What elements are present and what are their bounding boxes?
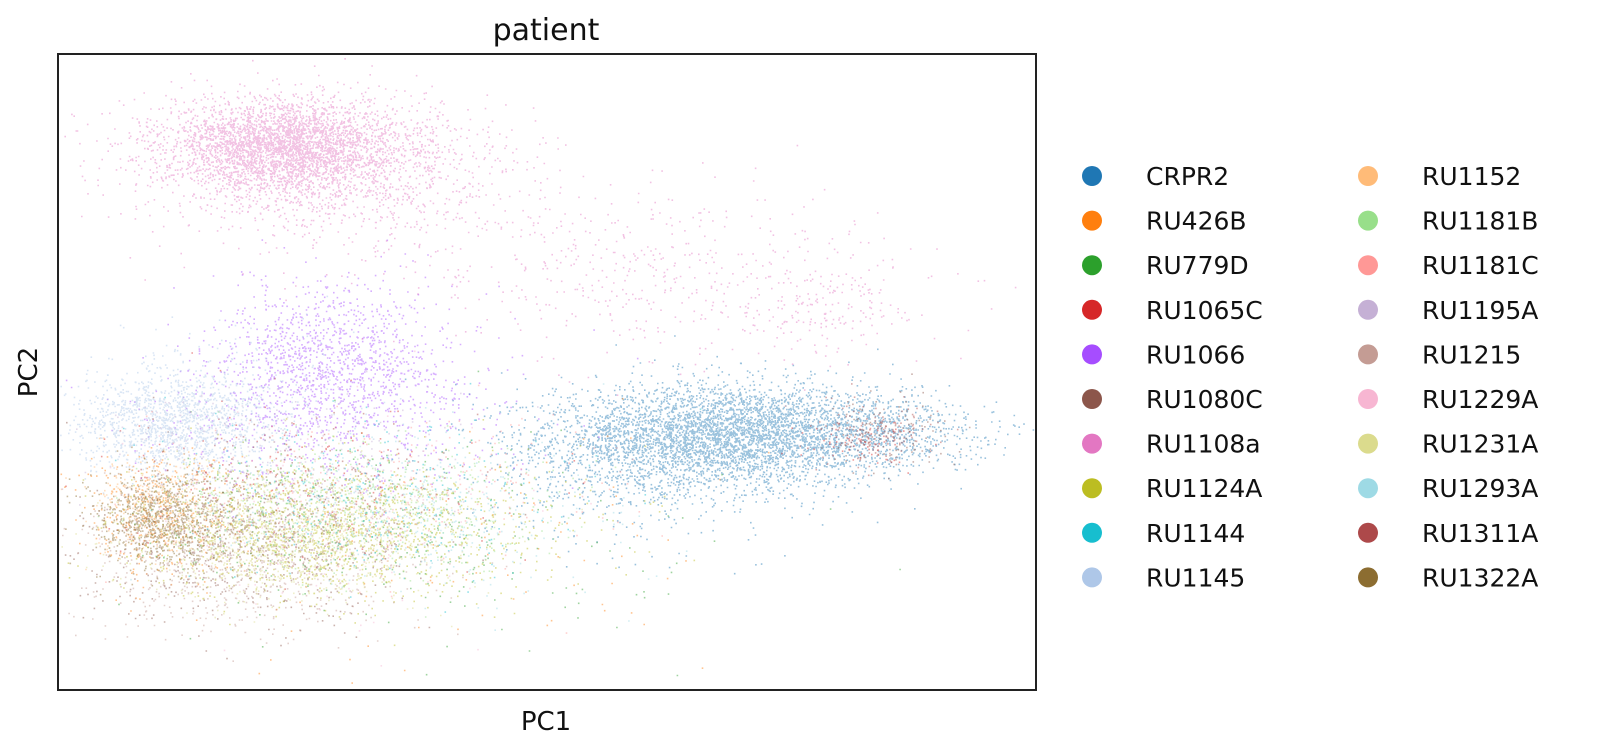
legend-label: RU1311A	[1422, 519, 1538, 548]
legend-item-ru1215: RU1215	[1358, 340, 1521, 369]
y-axis-label: PC2	[14, 347, 44, 397]
legend-marker	[1358, 166, 1378, 186]
legend-marker	[1358, 299, 1378, 320]
legend-label: RU1195A	[1422, 296, 1538, 325]
legend-item-ru426b: RU426B	[1082, 207, 1247, 236]
legend-item-ru1181b: RU1181B	[1358, 207, 1538, 236]
legend-marker	[1082, 389, 1102, 409]
legend-marker	[1082, 255, 1102, 276]
legend-marker	[1082, 344, 1102, 365]
legend-marker	[1358, 344, 1378, 365]
series-marks-crpr2	[378, 335, 1035, 575]
legend-marker	[1358, 522, 1378, 543]
legend-label: RU779D	[1146, 251, 1249, 280]
legend-item-ru1152: RU1152	[1358, 162, 1521, 191]
legend-marker	[1358, 389, 1378, 409]
legend-label: RU1229A	[1422, 385, 1538, 414]
legend-label: RU1066	[1146, 340, 1245, 369]
legend-item-ru1311a: RU1311A	[1358, 519, 1538, 548]
legend-label: RU1124A	[1146, 474, 1262, 503]
legend-item-ru1195a: RU1195A	[1358, 296, 1538, 325]
x-axis-label: PC1	[521, 707, 571, 737]
legend-label: RU1322A	[1422, 563, 1538, 592]
series-points-ru1108a	[64, 58, 1017, 396]
legend-item-ru1108a: RU1108a	[1082, 430, 1261, 459]
legend-label: RU1152	[1422, 162, 1521, 191]
legend-marker	[1358, 210, 1378, 231]
legend-item-ru1080c: RU1080C	[1082, 385, 1263, 414]
series-marks-ru426b	[60, 398, 770, 684]
legend-item-ru1229a: RU1229A	[1358, 385, 1538, 414]
legend-marker	[1358, 433, 1378, 454]
legend-item-ru1065c: RU1065C	[1082, 296, 1263, 325]
legend-item-ru1144: RU1144	[1082, 519, 1245, 548]
legend-marker	[1082, 433, 1102, 454]
series-points-ru1231a	[61, 441, 583, 628]
legend-label: RU1181B	[1422, 207, 1538, 236]
legend-marker	[1082, 478, 1102, 499]
legend-item-ru779d: RU779D	[1082, 251, 1249, 280]
legend-marker	[1082, 210, 1102, 231]
legend-marker	[1082, 522, 1102, 543]
series-marks-ru1108a	[64, 58, 1017, 396]
legend-item-ru1322a: RU1322A	[1358, 563, 1538, 592]
legend-label: RU1108a	[1146, 430, 1261, 459]
legend-label: RU1181C	[1422, 251, 1539, 280]
legend-item-crpr2: CRPR2	[1082, 162, 1229, 191]
legend-item-ru1066: RU1066	[1082, 340, 1245, 369]
legend-label: RU1231A	[1422, 430, 1538, 459]
legend-marker	[1082, 166, 1102, 186]
legend-item-ru1231a: RU1231A	[1358, 430, 1538, 459]
legend-marker	[1082, 567, 1102, 588]
legend-item-ru1124a: RU1124A	[1082, 474, 1262, 503]
legend-item-ru1293a: RU1293A	[1358, 474, 1538, 503]
legend-marker	[1358, 255, 1378, 276]
chart-title: patient	[493, 13, 600, 48]
series-points-crpr2	[378, 335, 1035, 575]
legend-label: RU1215	[1422, 340, 1521, 369]
legend-label: RU1144	[1146, 519, 1245, 548]
legend-label: RU1293A	[1422, 474, 1538, 503]
plot-frame	[57, 53, 1037, 691]
legend: CRPR2 RU426B RU779D RU1065C RU1066 RU1080C RU1…	[1082, 162, 1539, 592]
series-marks-ru1231a	[61, 441, 583, 628]
legend-label: RU1065C	[1146, 296, 1263, 325]
legend-label: RU426B	[1146, 207, 1247, 236]
legend-label: CRPR2	[1146, 162, 1229, 191]
legend-marker	[1358, 567, 1378, 588]
scatter-points	[60, 58, 1035, 684]
legend-item-ru1181c: RU1181C	[1358, 251, 1539, 280]
legend-label: RU1080C	[1146, 385, 1263, 414]
legend-marker	[1082, 299, 1102, 320]
legend-label: RU1145	[1146, 563, 1245, 592]
legend-marker	[1358, 478, 1378, 499]
legend-item-ru1145: RU1145	[1082, 563, 1245, 592]
series-points-ru426b	[60, 398, 770, 684]
